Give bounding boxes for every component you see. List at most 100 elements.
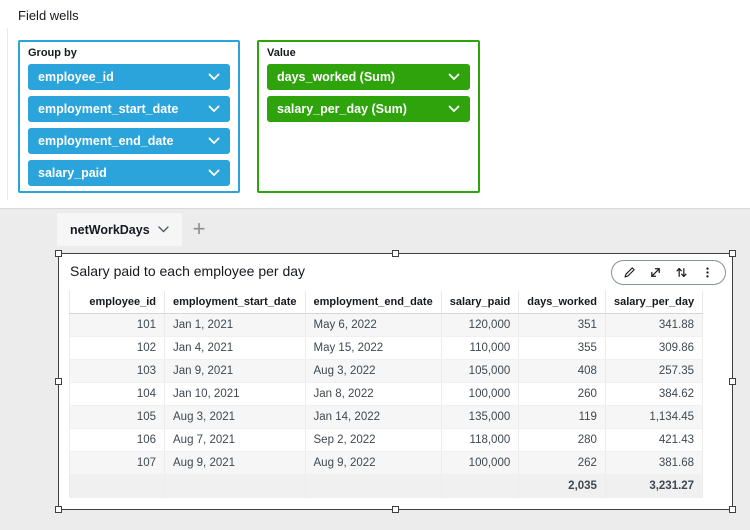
table-cell: 309.86: [604, 336, 704, 360]
chevron-down-icon[interactable]: [448, 73, 460, 81]
resize-handle-s[interactable]: [392, 506, 399, 513]
table-cell: May 6, 2022: [304, 313, 442, 337]
field-pill-label: salary_paid: [38, 166, 107, 180]
table-row: 102 Jan 4, 2021 May 15, 2022 110,000 355 309.…: [69, 336, 704, 360]
table-cell: 262: [518, 451, 606, 475]
table-cell: 104: [69, 382, 165, 406]
totals-cell: 2,035: [518, 474, 606, 498]
table-cell: 101: [69, 313, 165, 337]
table-cell: Jan 10, 2021: [164, 382, 306, 406]
resize-handle-nw[interactable]: [55, 250, 62, 257]
sheet-tab-label: netWorkDays: [70, 222, 150, 237]
panel-divider: [7, 28, 8, 200]
totals-cell: [304, 474, 442, 498]
resize-handle-ne[interactable]: [729, 250, 736, 257]
totals-cell: [69, 474, 165, 498]
visual-toolbar: [611, 260, 726, 285]
table-cell: Aug 9, 2022: [304, 451, 442, 475]
table-cell: Jan 1, 2021: [164, 313, 306, 337]
maximize-icon[interactable]: [649, 266, 662, 279]
resize-handle-sw[interactable]: [55, 506, 62, 513]
table-cell: 100,000: [440, 451, 520, 475]
chevron-down-icon[interactable]: [448, 105, 460, 113]
chevron-down-icon[interactable]: [208, 137, 220, 145]
field-pill[interactable]: salary_paid: [28, 160, 230, 186]
field-pill[interactable]: salary_per_day (Sum): [267, 96, 470, 122]
field-pill[interactable]: employment_end_date: [28, 128, 230, 154]
table-cell: 135,000: [440, 405, 520, 429]
table-cell: 103: [69, 359, 165, 383]
table-cell: Jan 4, 2021: [164, 336, 306, 360]
table-row: 106 Aug 7, 2021 Sep 2, 2022 118,000 280 421.4…: [69, 428, 704, 452]
resize-handle-e[interactable]: [729, 378, 736, 385]
table-cell: 1,134.45: [604, 405, 704, 429]
field-pill[interactable]: days_worked (Sum): [267, 64, 470, 90]
table-body: 101 Jan 1, 2021 May 6, 2022 120,000 351 341.8…: [69, 313, 704, 498]
column-header-employment_start_date[interactable]: employment_start_date: [164, 291, 306, 314]
edit-pencil-icon[interactable]: [623, 266, 636, 279]
swap-arrows-icon[interactable]: [675, 266, 688, 279]
chevron-down-icon[interactable]: [208, 169, 220, 177]
table-row: 101 Jan 1, 2021 May 6, 2022 120,000 351 341.8…: [69, 313, 704, 337]
resize-handle-se[interactable]: [729, 506, 736, 513]
table-cell: 105: [69, 405, 165, 429]
field-pill-label: employment_start_date: [38, 102, 179, 116]
table-cell: 381.68: [604, 451, 704, 475]
group-by-pills: employee_id employment_start_date employme…: [28, 64, 230, 192]
totals-cell: [164, 474, 306, 498]
table-cell: Jan 9, 2021: [164, 359, 306, 383]
table-cell: Sep 2, 2022: [304, 428, 442, 452]
table-header-row: employee_id employment_start_date employme…: [69, 291, 704, 314]
resize-handle-w[interactable]: [55, 378, 62, 385]
field-pill-label: employee_id: [38, 70, 114, 84]
table-row: 105 Aug 3, 2021 Jan 14, 2022 135,000 119 1,13…: [69, 405, 704, 429]
table-cell: 351: [518, 313, 606, 337]
table-row: 107 Aug 9, 2021 Aug 9, 2022 100,000 262 381.6…: [69, 451, 704, 475]
table-cell: 408: [518, 359, 606, 383]
column-header-days_worked[interactable]: days_worked: [518, 291, 606, 314]
chevron-down-icon[interactable]: [208, 73, 220, 81]
table-cell: 107: [69, 451, 165, 475]
table-cell: Aug 9, 2021: [164, 451, 306, 475]
table-cell: Aug 3, 2022: [304, 359, 442, 383]
group-by-well: Group by employee_id employment_start_dat…: [18, 40, 240, 193]
column-header-employee_id[interactable]: employee_id: [69, 291, 165, 314]
visual-title[interactable]: Salary paid to each employee per day: [70, 263, 306, 279]
table-cell: Jan 14, 2022: [304, 405, 442, 429]
table-totals-row: 2,035 3,231.27: [69, 474, 704, 498]
table-cell: 384.62: [604, 382, 704, 406]
add-sheet-button[interactable]: +: [192, 216, 206, 241]
table-cell: 105,000: [440, 359, 520, 383]
resize-handle-n[interactable]: [392, 250, 399, 257]
sheet-canvas: netWorkDays + Salary paid to each employ…: [0, 208, 750, 530]
table-cell: 106: [69, 428, 165, 452]
sheet-tab-networkdays[interactable]: netWorkDays: [57, 213, 182, 246]
group-by-label: Group by: [28, 47, 77, 59]
table-cell: 119: [518, 405, 606, 429]
field-pill-label: employment_end_date: [38, 134, 174, 148]
table-cell: Aug 3, 2021: [164, 405, 306, 429]
table-visual[interactable]: Salary paid to each employee per day: [58, 253, 733, 510]
table-cell: Jan 8, 2022: [304, 382, 442, 406]
field-pill[interactable]: employment_start_date: [28, 96, 230, 122]
table-cell: 118,000: [440, 428, 520, 452]
field-pill[interactable]: employee_id: [28, 64, 230, 90]
table-cell: 421.43: [604, 428, 704, 452]
kebab-menu-icon[interactable]: [701, 266, 714, 279]
chevron-down-icon[interactable]: [157, 226, 169, 233]
table-cell: 355: [518, 336, 606, 360]
chevron-down-icon[interactable]: [208, 105, 220, 113]
table-row: 104 Jan 10, 2021 Jan 8, 2022 100,000 260 384.…: [69, 382, 704, 406]
table-cell: 341.88: [604, 313, 704, 337]
totals-cell: 3,231.27: [604, 474, 704, 498]
column-header-employment_end_date[interactable]: employment_end_date: [304, 291, 442, 314]
value-pills: days_worked (Sum) salary_per_day (Sum): [267, 64, 470, 128]
table-cell: Aug 7, 2021: [164, 428, 306, 452]
column-header-salary_per_day[interactable]: salary_per_day: [604, 291, 704, 314]
field-wells-title: Field wells: [18, 8, 79, 23]
field-pill-label: days_worked (Sum): [277, 70, 396, 84]
table-cell: 260: [518, 382, 606, 406]
column-header-salary_paid[interactable]: salary_paid: [440, 291, 520, 314]
table-cell: 110,000: [440, 336, 520, 360]
